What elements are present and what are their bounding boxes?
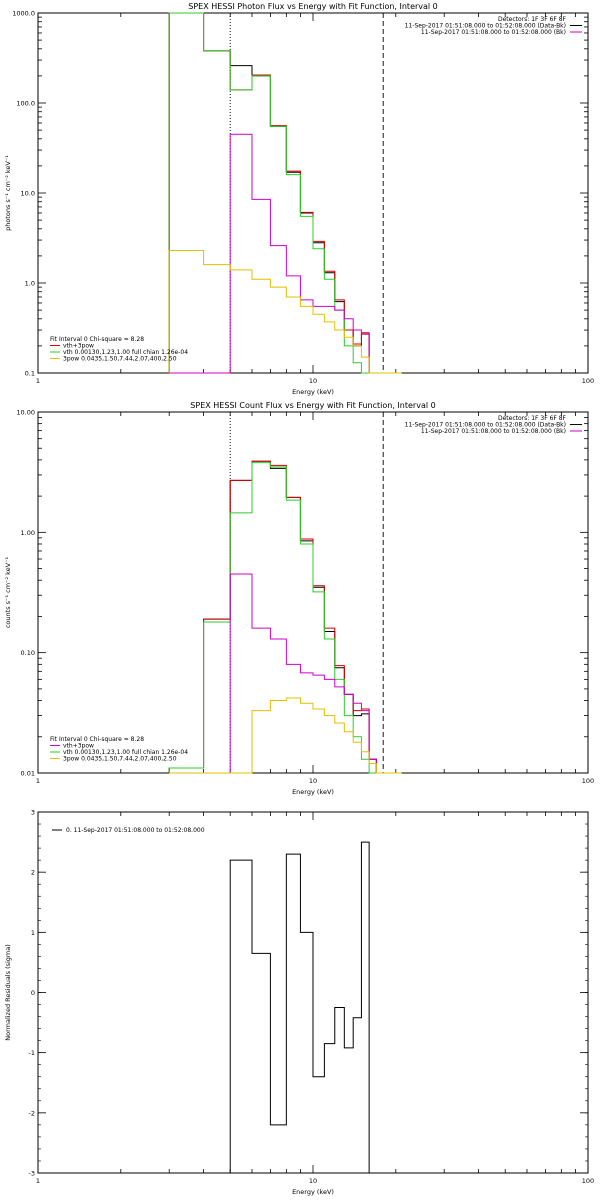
spectrum-series-1 [168,12,402,374]
chart-title: SPEX HESSI Count Flux vs Energy with Fit… [190,401,435,410]
header-line: 11-Sep-2017 01:51:08.000 to 01:52:08.000… [421,428,566,435]
y-tick-label: 1.0 [25,280,35,288]
plot-frame [37,12,589,374]
header-line: 11-Sep-2017 01:51:08.000 to 01:52:08.000… [405,422,566,429]
y-tick-label: 1 [31,929,35,937]
x-tick-label: 1 [36,777,40,785]
plot-frame [37,411,589,774]
x-tick-label: 1 [36,1177,40,1185]
y-tick-label: -1 [29,1049,35,1057]
x-axis-label: Energy (keV) [292,788,334,796]
y-tick-label: 1.00 [21,529,35,537]
chart-panel-1 [37,12,589,374]
y-axis-label: Normalized Residuals (sigma) [4,944,12,1041]
x-tick-label: 1 [36,377,40,385]
x-tick-label: 100 [582,777,594,785]
y-tick-label: -2 [29,1109,35,1117]
header-line: 11-Sep-2017 01:51:08.000 to 01:52:08.000… [405,23,566,30]
y-tick-label: 0.10 [21,649,35,657]
chart-title: SPEX HESSI Photon Flux vs Energy with Fi… [188,2,438,11]
x-axis-label: Energy (keV) [292,388,334,396]
y-tick-label: -3 [29,1170,35,1178]
header-line: Detectors: 1F 3F 6F 8F [498,16,567,23]
chart-panel-2 [37,411,589,774]
header-line: Detectors: 1F 3F 6F 8F [498,415,567,422]
x-tick-label: 100 [582,1177,594,1185]
y-tick-label: 1000.0 [12,10,35,18]
spectrum-series-3 [168,12,402,374]
y-tick-label: 10.00 [16,409,35,417]
legend-entry: vth 0.00130,1.23,1.00 full chian 1.26e-0… [63,349,188,356]
legend-entry: 0. 11-Sep-2017 01:51:08.000 to 01:52:08.… [66,827,205,834]
y-tick-label: 0.01 [21,770,35,778]
y-tick-label: 3 [31,809,35,817]
legend-title: Fit Interval 0 Chi-square = 8.28 [50,336,144,343]
y-tick-label: 0.1 [25,370,35,378]
legend-entry: vth+3pow [63,343,94,350]
x-tick-label: 100 [582,377,594,385]
y-axis-label: counts s⁻¹ cm⁻² keV⁻¹ [4,556,12,628]
spectrum-series-5 [169,697,402,774]
chart-panel-3 [37,811,589,1174]
x-axis-label: Energy (keV) [292,1188,334,1196]
x-tick-label: 10 [309,777,317,785]
legend-entry: 3pow 0.0435,1.50,7.44,2.07,400,2.50 [63,356,177,363]
legend-entry: vth 0.00130,1.23,1.00 full chian 1.26e-0… [63,749,188,756]
y-tick-label: 0 [31,989,35,997]
y-axis-label: photons s⁻¹ cm⁻² keV⁻¹ [4,155,12,231]
y-tick-label: 2 [31,869,35,877]
y-tick-label: 100.0 [16,100,35,108]
spectrum-series-2 [168,12,402,374]
x-tick-label: 10 [309,1177,317,1185]
y-tick-label: 10.0 [21,190,35,198]
header-line: 11-Sep-2017 01:51:08.000 to 01:52:08.000… [421,29,566,36]
spectrum-series-1 [229,841,384,1174]
legend-entry: 3pow 0.0435,1.50,7.44,2.07,400,2.50 [63,756,177,763]
spectrum-series-4 [169,573,402,774]
legend-entry: vth+3pow [63,743,94,750]
spectrum-series-3 [168,462,402,774]
legend-title: Fit Interval 0 Chi-square = 8.28 [50,736,144,743]
x-tick-label: 10 [309,377,317,385]
spectrum-series-5 [168,249,402,374]
